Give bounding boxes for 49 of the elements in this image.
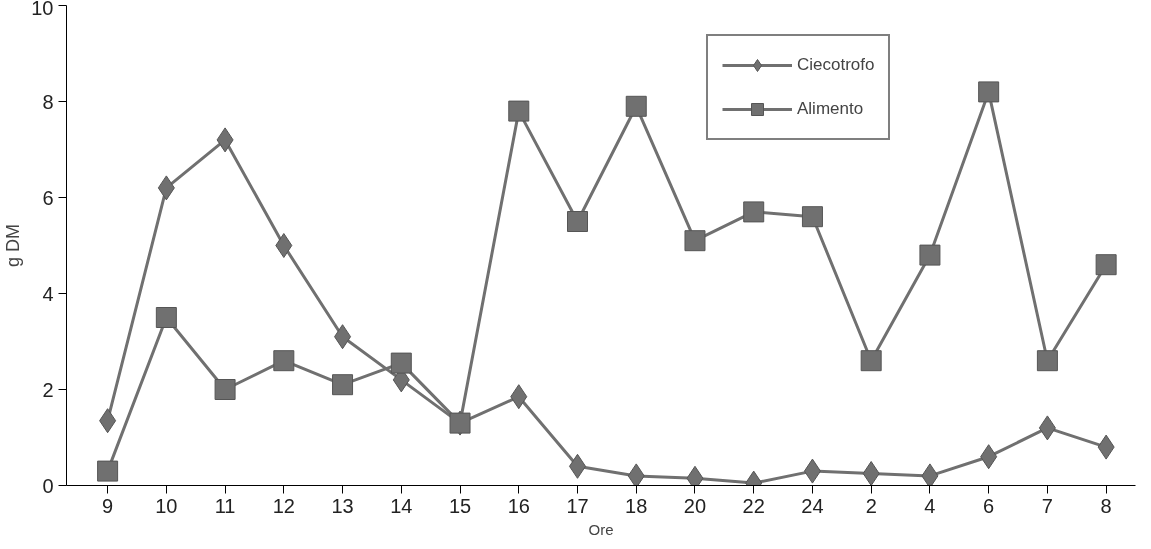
point [275,233,293,258]
x-tick-label: 12 [272,494,295,517]
x-axis-title: Ore [588,520,614,538]
y-tick-label: 2 [42,378,54,401]
y-axis-title: g DM [3,223,24,267]
y-tick-label: 10 [31,0,54,19]
legend-label: Ciecotrofo [797,55,875,75]
x-tick-label: 22 [742,494,765,517]
point [214,379,236,400]
point [627,463,645,486]
point [273,350,295,372]
point [390,352,412,374]
x-tick-label: 10 [155,494,178,517]
point [625,95,647,117]
point [1095,254,1117,276]
point [567,211,589,232]
x-tick-label: 6 [983,494,995,517]
point [508,100,530,122]
x-tick-label: 11 [214,494,236,517]
point [978,81,1000,103]
y-tick-label: 6 [42,186,54,209]
y-tick-label: 8 [42,90,54,113]
point [919,244,941,266]
x-tick-label: 24 [801,494,824,517]
x-tick-label: 7 [1041,494,1053,517]
x-tick-label: 20 [683,494,707,517]
x-tick-label: 18 [625,494,648,517]
x-tick-label: 16 [507,494,530,517]
point [743,201,765,223]
point [155,307,177,328]
x-tick-label: 15 [448,494,472,517]
x-tick-label: 13 [331,494,354,517]
x-tick-label: 4 [924,494,936,517]
y-tick-label: 0 [42,474,54,497]
point [332,374,354,396]
point [801,206,823,228]
point [921,463,939,486]
point [862,461,880,486]
point [1036,350,1058,372]
x-tick-label: 17 [566,494,589,517]
y-tick-label: 4 [42,282,54,305]
point [97,460,119,482]
x-tick-label: 9 [102,494,114,517]
point [684,230,706,252]
point [860,350,882,372]
x-tick-label: 8 [1100,494,1112,517]
legend-label: Alimento [797,99,864,119]
x-tick-label: 2 [865,494,877,517]
x-tick-label: 14 [390,494,413,517]
